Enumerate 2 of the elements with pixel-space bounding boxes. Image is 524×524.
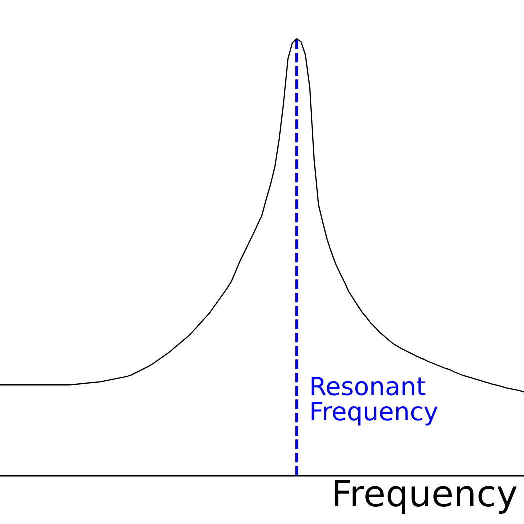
x-axis-title: Frequency (334, 480, 517, 514)
annotation: Resonant Frequency (312, 377, 438, 426)
